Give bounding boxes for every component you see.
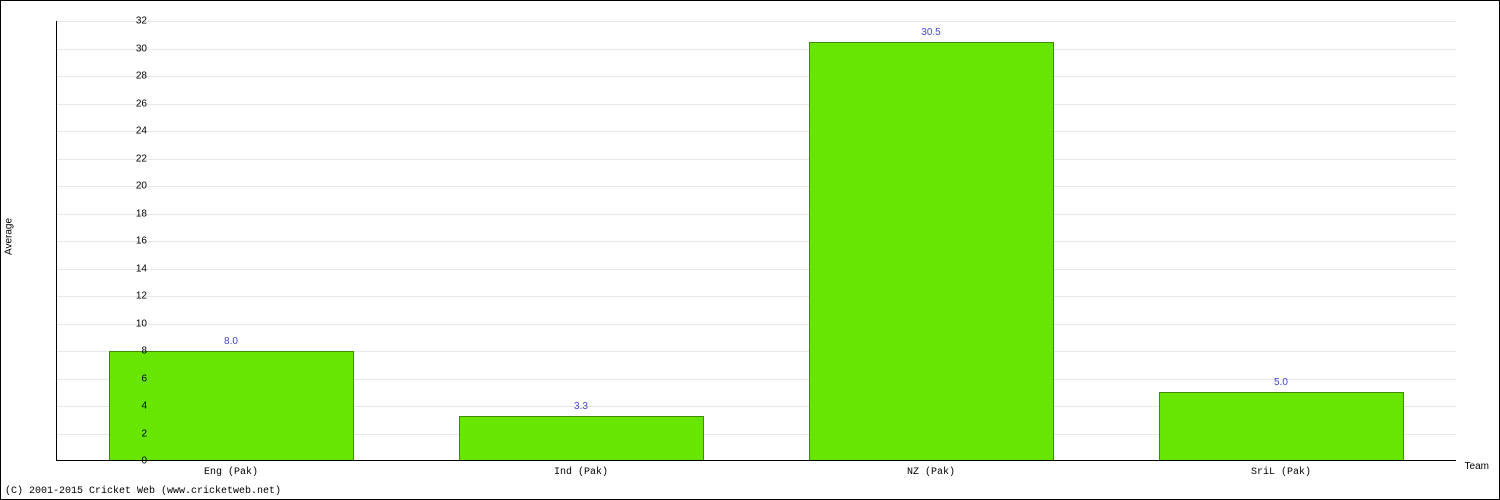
bar: 3.3 <box>459 416 704 461</box>
y-tick-label: 28 <box>117 71 147 82</box>
x-tick-label: SriL (Pak) <box>1251 467 1311 478</box>
y-tick-label: 20 <box>117 181 147 192</box>
footer-copyright: (C) 2001-2015 Cricket Web (www.cricketwe… <box>5 486 281 497</box>
y-tick-label: 32 <box>117 16 147 27</box>
y-axis-line <box>56 21 57 461</box>
y-tick-label: 0 <box>117 456 147 467</box>
y-tick-label: 14 <box>117 263 147 274</box>
gridline <box>56 21 1456 22</box>
bar-value-label: 8.0 <box>201 336 261 347</box>
x-axis-title: Team <box>1465 461 1489 472</box>
gridline <box>56 324 1456 325</box>
y-tick-label: 2 <box>117 428 147 439</box>
y-tick-label: 30 <box>117 43 147 54</box>
y-axis-title: Average <box>4 218 15 255</box>
x-axis-line <box>56 460 1456 461</box>
y-tick-label: 4 <box>117 401 147 412</box>
gridline <box>56 159 1456 160</box>
gridline <box>56 49 1456 50</box>
gridline <box>56 214 1456 215</box>
y-tick-label: 26 <box>117 98 147 109</box>
gridline <box>56 269 1456 270</box>
y-tick-label: 6 <box>117 373 147 384</box>
y-tick-label: 18 <box>117 208 147 219</box>
x-tick-label: Ind (Pak) <box>554 467 608 478</box>
y-tick-label: 10 <box>117 318 147 329</box>
bar-value-label: 3.3 <box>551 401 611 412</box>
bar: 5.0 <box>1159 392 1404 461</box>
gridline <box>56 76 1456 77</box>
gridline <box>56 186 1456 187</box>
plot-area: 8.0 3.3 30.5 5.0 <box>56 21 1456 461</box>
y-tick-label: 12 <box>117 291 147 302</box>
y-tick-label: 8 <box>117 346 147 357</box>
y-tick-label: 24 <box>117 126 147 137</box>
gridline <box>56 104 1456 105</box>
chart-container: 8.03.330.55.0 02468101214161820222426283… <box>0 0 1500 500</box>
bar: 30.5 <box>809 42 1054 461</box>
x-tick-label: NZ (Pak) <box>907 467 955 478</box>
y-tick-label: 22 <box>117 153 147 164</box>
y-tick-label: 16 <box>117 236 147 247</box>
bar-value-label: 5.0 <box>1251 377 1311 388</box>
x-tick-label: Eng (Pak) <box>204 467 258 478</box>
gridline <box>56 241 1456 242</box>
bar-value-label: 30.5 <box>901 27 961 38</box>
gridline <box>56 296 1456 297</box>
gridline <box>56 131 1456 132</box>
